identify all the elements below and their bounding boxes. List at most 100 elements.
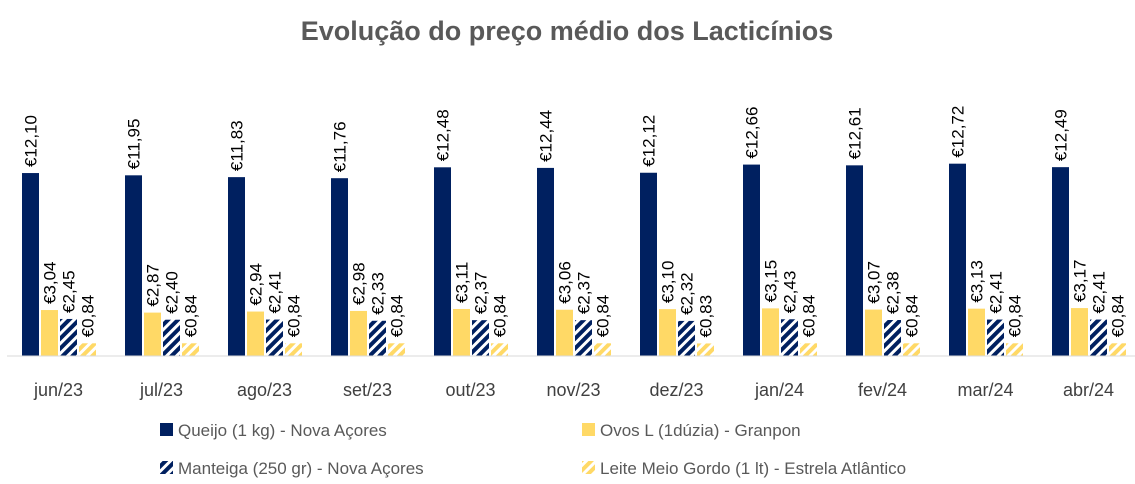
value-label: €3,17 <box>1071 260 1090 303</box>
bar <box>678 320 695 356</box>
bar <box>125 175 142 356</box>
value-label: €2,41 <box>266 271 285 314</box>
value-label: €2,33 <box>369 272 388 315</box>
bar <box>987 319 1004 356</box>
value-label: €3,13 <box>968 260 987 303</box>
bar <box>453 308 470 356</box>
value-label: €3,04 <box>41 261 60 304</box>
value-label: €12,10 <box>22 115 41 167</box>
value-label: €0,84 <box>182 295 201 338</box>
bar <box>968 308 985 356</box>
x-tick-label: dez/23 <box>649 380 703 400</box>
bar <box>781 319 798 356</box>
value-label: €3,10 <box>659 261 678 304</box>
bar <box>182 343 199 356</box>
bar <box>388 343 405 356</box>
value-label: €12,12 <box>640 115 659 167</box>
x-tick-label: set/23 <box>343 380 392 400</box>
x-tick-label: ago/23 <box>237 380 292 400</box>
x-tick-label: out/23 <box>445 380 495 400</box>
bar <box>1052 167 1069 356</box>
x-tick-label: jul/23 <box>139 380 183 400</box>
value-label: €11,83 <box>228 120 247 171</box>
value-label: €12,61 <box>846 107 865 159</box>
value-label: €2,40 <box>163 271 182 314</box>
x-tick-label: abr/24 <box>1063 380 1114 400</box>
bar <box>247 311 264 356</box>
bar <box>556 309 573 356</box>
value-label: €0,84 <box>800 295 819 338</box>
bar <box>491 343 508 356</box>
bar <box>640 172 657 356</box>
value-label: €0,84 <box>388 295 407 338</box>
value-label: €0,84 <box>491 295 510 338</box>
bar <box>1109 343 1126 356</box>
legend-label: Leite Meio Gordo (1 lt) - Estrela Atlânt… <box>600 459 906 478</box>
bar <box>79 343 96 356</box>
x-tick-label: mar/24 <box>957 380 1013 400</box>
value-label: €0,84 <box>1109 295 1128 338</box>
bar <box>163 319 180 356</box>
legend-label: Ovos L (1dúzia) - Granpon <box>600 421 801 440</box>
bar <box>369 320 386 356</box>
value-label: €12,66 <box>743 107 762 159</box>
chart-title: Evolução do preço médio dos Lacticínios <box>301 16 834 46</box>
bar <box>22 173 39 356</box>
legend-swatch <box>582 461 595 474</box>
value-label: €2,98 <box>350 262 369 305</box>
bar <box>865 309 882 356</box>
bar <box>60 318 77 356</box>
bar <box>472 320 489 356</box>
bar <box>434 167 451 356</box>
value-label: €0,83 <box>697 295 716 338</box>
legend-label: Queijo (1 kg) - Nova Açores <box>178 421 387 440</box>
legend-label: Manteiga (250 gr) - Nova Açores <box>178 459 424 478</box>
bar <box>331 178 348 356</box>
bar <box>228 177 245 356</box>
x-tick-label: jun/23 <box>33 380 83 400</box>
value-label: €0,84 <box>1006 295 1025 338</box>
value-label: €11,76 <box>331 121 350 172</box>
value-label: €12,48 <box>434 109 453 161</box>
value-label: €12,49 <box>1052 109 1071 161</box>
bar <box>266 319 283 356</box>
bar <box>697 343 714 356</box>
bar <box>350 310 367 356</box>
value-label: €2,41 <box>987 271 1006 314</box>
value-label: €2,94 <box>247 263 266 306</box>
x-tick-label: jan/24 <box>754 380 804 400</box>
bar <box>41 310 58 356</box>
legend-swatch <box>160 423 173 436</box>
value-label: €0,84 <box>79 295 98 338</box>
value-label: €3,07 <box>865 261 884 304</box>
value-label: €2,43 <box>781 271 800 314</box>
value-label: €2,45 <box>60 270 79 313</box>
bar <box>903 343 920 356</box>
value-label: €2,32 <box>678 272 697 315</box>
value-label: €2,38 <box>884 271 903 314</box>
value-label: €2,37 <box>575 272 594 315</box>
value-label: €0,84 <box>285 295 304 338</box>
bar <box>1006 343 1023 356</box>
bar <box>1071 308 1088 356</box>
value-label: €3,06 <box>556 261 575 304</box>
value-label: €0,84 <box>594 295 613 338</box>
value-label: €2,87 <box>144 264 163 307</box>
bar <box>846 165 863 356</box>
legend-swatch <box>582 423 595 436</box>
bar <box>537 167 554 356</box>
legend-swatch <box>160 461 173 474</box>
bar <box>144 312 161 356</box>
value-label: €12,44 <box>537 110 556 162</box>
value-label: €3,15 <box>762 260 781 303</box>
bar <box>800 343 817 356</box>
value-label: €0,84 <box>903 295 922 338</box>
x-tick-label: fev/24 <box>858 380 907 400</box>
bar <box>594 343 611 356</box>
value-label: €2,41 <box>1090 271 1109 314</box>
value-label: €2,37 <box>472 272 491 315</box>
value-label: €12,72 <box>949 106 968 158</box>
bar <box>575 320 592 356</box>
bar <box>743 164 760 356</box>
